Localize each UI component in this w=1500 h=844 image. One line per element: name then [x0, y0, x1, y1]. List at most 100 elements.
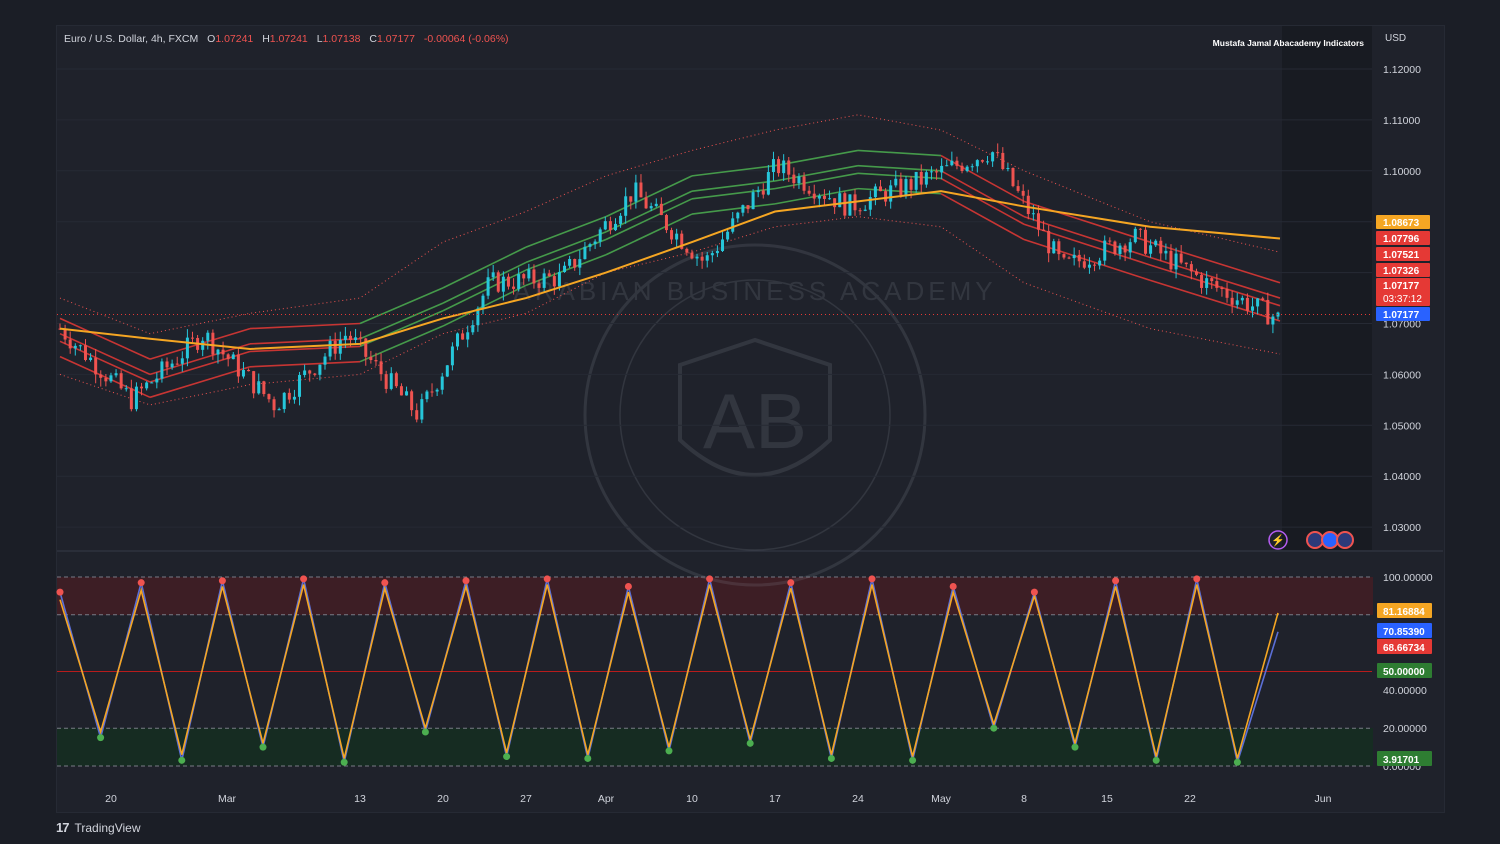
candle-body: [838, 193, 842, 208]
lightning-icon[interactable]: [1268, 530, 1288, 550]
stoch-label-box: [1377, 663, 1432, 678]
candle-body: [807, 190, 811, 194]
candle-body: [359, 337, 363, 339]
candle-body: [1093, 264, 1097, 266]
candle-body: [456, 333, 460, 347]
candle-body: [124, 388, 128, 390]
candle-body: [1266, 299, 1270, 325]
time-tick-label: 13: [354, 793, 366, 805]
candle-body: [1261, 298, 1265, 300]
stoch-signal-dot: [1233, 758, 1241, 766]
candle-body: [1021, 190, 1025, 196]
candle-body: [384, 374, 388, 389]
candle-body: [506, 276, 510, 287]
ribbon-segment: [605, 198, 693, 241]
candle-body: [843, 193, 847, 216]
candle-body: [1189, 264, 1193, 272]
candle-body: [410, 391, 414, 411]
candle-body: [884, 191, 888, 202]
candle-body: [1174, 253, 1178, 270]
candle-body: [532, 269, 536, 284]
stoch-signal-dot: [787, 579, 795, 587]
candle-body: [787, 160, 791, 175]
candle-body: [568, 259, 572, 266]
candle-body: [812, 193, 816, 199]
candle-body: [1245, 297, 1249, 311]
ribbon-segment: [857, 172, 942, 180]
candle-body: [180, 358, 184, 364]
ribbon-segment: [525, 215, 607, 248]
legend-change: -0.00064 (-0.06%): [424, 33, 509, 45]
candle-body: [471, 325, 475, 333]
candle-body: [236, 354, 240, 377]
events-icons[interactable]: ⚡: [1268, 530, 1354, 550]
price-grid: [57, 68, 1372, 528]
ribbon-segment: [359, 287, 444, 325]
candle-body: [1133, 228, 1137, 243]
legend[interactable]: Euro / U.S. Dollar, 4h, FXCM O1.07241 H1…: [64, 33, 509, 45]
candle-body: [792, 174, 796, 184]
currency-label[interactable]: USD: [1385, 33, 1406, 44]
future-area: [1282, 26, 1372, 551]
ribbon-segment: [249, 337, 361, 345]
stoch-signal-dot: [665, 747, 673, 755]
candle-body: [822, 195, 826, 199]
stoch-d-line: [59, 583, 1279, 759]
time-tick-label: 22: [1184, 793, 1196, 805]
candle-body: [557, 272, 561, 287]
eu-flag-icon[interactable]: [1321, 531, 1339, 549]
ribbon-segment: [525, 238, 607, 271]
candle-body: [583, 246, 587, 260]
candle-body: [461, 333, 465, 340]
candle-body: [563, 265, 567, 273]
candle-body: [603, 221, 607, 230]
stoch-label-box: [1377, 623, 1432, 638]
candle-body: [94, 357, 98, 375]
candle-body: [624, 196, 628, 216]
ribbon-segment: [691, 180, 776, 192]
candle-body: [73, 345, 77, 349]
us-flag-icon[interactable]: [1306, 531, 1324, 549]
candle-body: [1026, 195, 1030, 215]
stoch-signal-dot: [178, 756, 186, 764]
ribbon-segment: [605, 190, 693, 233]
candle-body: [771, 159, 775, 173]
candle-body: [664, 215, 668, 231]
candle-body: [292, 396, 296, 400]
candle-body: [593, 241, 597, 245]
candle-body: [119, 373, 123, 389]
watermark: AB ARABIAN BUSINESS ACADEMY: [513, 243, 996, 587]
candle-body: [257, 381, 261, 394]
watermark-text: ARABIAN BUSINESS ACADEMY: [513, 276, 996, 306]
candle-body: [940, 165, 944, 173]
candle-body: [318, 364, 322, 375]
price-tick-label: 1.10000: [1383, 166, 1421, 178]
candle-body: [914, 171, 918, 190]
price-label-box: [1376, 263, 1430, 277]
candle-body: [134, 386, 138, 410]
stoch-signal-dot: [1152, 756, 1160, 764]
candle-body: [695, 256, 699, 259]
candle-body: [211, 332, 215, 355]
price-label-value: 1.08673: [1383, 218, 1420, 229]
candle-body: [1200, 274, 1204, 288]
ribbon-segment: [1023, 200, 1151, 243]
stoch-label-value: 81.16884: [1383, 607, 1425, 618]
candle-body: [445, 365, 449, 377]
price-labels: 1.08673 1.07796 1.07521 1.07326 1.07177 03:37…: [1376, 215, 1430, 321]
ribbon-segment: [442, 269, 527, 312]
candle-body: [89, 357, 93, 361]
stoch-signal-dot: [97, 734, 105, 742]
stoch-label-box: [1377, 751, 1432, 766]
candle-body: [221, 349, 225, 355]
ribbon-segment: [857, 164, 942, 172]
us-flag-icon-2[interactable]: [1336, 531, 1354, 549]
candle-body: [863, 209, 867, 211]
candle-body: [547, 273, 551, 277]
candle-body: [78, 345, 82, 347]
price-tick-label: 1.12000: [1383, 64, 1421, 76]
candle-body: [1154, 240, 1158, 246]
tradingview-logo[interactable]: 17 TradingView: [56, 820, 141, 835]
stoch-signal-dot: [746, 739, 754, 747]
